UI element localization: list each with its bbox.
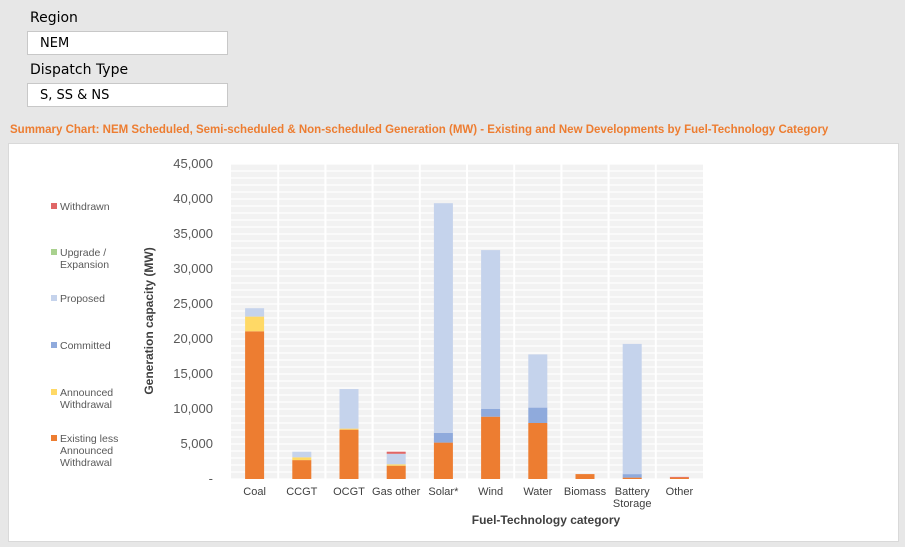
bar-segment-existing-less-announced-withdrawal [292, 460, 312, 479]
bar-segment-proposed [292, 451, 312, 458]
y-tick-label: 35,000 [173, 226, 213, 241]
bar-segment-committed [528, 407, 548, 423]
legend-swatch [51, 435, 57, 441]
bar-segment-proposed [528, 354, 548, 408]
bar-segment-existing-less-announced-withdrawal [339, 429, 359, 479]
region-label: Region [30, 10, 78, 26]
legend-swatch [51, 203, 57, 209]
y-tick-label: 20,000 [173, 331, 213, 346]
legend-item: Proposed [51, 293, 105, 305]
legend-item: Announced Withdrawal [51, 387, 113, 411]
y-tick-label: 10,000 [173, 401, 213, 416]
legend-item: Withdrawn [51, 201, 110, 213]
x-tick-label: Storage [613, 498, 652, 510]
legend-swatch [51, 249, 57, 255]
chart-panel: Existing less Announced Withdrawal Announce… [8, 143, 899, 542]
bar-segment-existing-less-announced-withdrawal [528, 423, 548, 479]
x-tick-label: Battery [615, 486, 650, 498]
bar-segment-proposed [339, 389, 359, 429]
bar-segment-announced-withdrawal [386, 464, 406, 466]
bar-segment-proposed [481, 250, 501, 409]
legend-swatch [51, 295, 57, 301]
bar-segment-existing-less-announced-withdrawal [245, 331, 265, 479]
bar-segment-existing-less-announced-withdrawal [433, 442, 453, 479]
bar-segment-withdrawn [386, 451, 406, 454]
x-tick-label: Solar* [428, 486, 459, 498]
bar-segment-committed [433, 432, 453, 443]
bar-segment-announced-withdrawal [292, 457, 312, 461]
y-tick-label: 30,000 [173, 261, 213, 276]
bar-segment-existing-less-announced-withdrawal [669, 477, 689, 479]
x-tick-label: Water [523, 486, 552, 498]
x-tick-label: Biomass [564, 486, 607, 498]
bar-chart: - 5,000 10,000 15,000 20,000 25,000 30,000 35,0… [142, 156, 703, 527]
bar-segment-existing-less-announced-withdrawal [575, 474, 595, 479]
y-tick-label: 25,000 [173, 296, 213, 311]
dispatch-type-label: Dispatch Type [30, 62, 129, 78]
x-tick-label: OCGT [333, 486, 365, 498]
y-tick-label: 45,000 [173, 156, 213, 171]
y-axis-title: Generation capacity (MW) [142, 247, 156, 394]
legend-item: Upgrade / Expansion [51, 247, 109, 271]
legend-swatch [51, 389, 57, 395]
x-tick-label: Wind [478, 486, 503, 498]
legend-item: Existing less Announced Withdrawal [51, 433, 118, 469]
legend-swatch [51, 342, 57, 348]
bar-segment-existing-less-announced-withdrawal [622, 477, 642, 479]
bar-segment-withdrawn [669, 476, 689, 478]
bar-segment-existing-less-announced-withdrawal [386, 465, 406, 479]
bar-segment-announced-withdrawal [339, 428, 359, 430]
y-tick-label: 5,000 [180, 436, 213, 451]
bar-segment-announced-withdrawal [245, 316, 265, 332]
bar-segment-proposed [386, 453, 406, 465]
x-tick-label: Coal [243, 486, 266, 498]
x-axis-title: Fuel-Technology category [472, 513, 621, 527]
x-tick-label: CCGT [286, 486, 317, 498]
y-tick-label: 15,000 [173, 366, 213, 381]
bar-segment-proposed [245, 308, 265, 317]
x-tick-label: Gas other [372, 486, 421, 498]
y-tick-label: 40,000 [173, 191, 213, 206]
chart-title: Summary Chart: NEM Scheduled, Semi-sched… [10, 124, 829, 136]
bar-segment-proposed [433, 203, 453, 433]
x-tick-label: Other [666, 486, 694, 498]
bar-segment-existing-less-announced-withdrawal [481, 416, 501, 479]
bar-segment-proposed [622, 343, 642, 475]
y-tick-label: - [209, 471, 213, 486]
dispatch-type-select[interactable]: S, SS & NS [27, 83, 228, 107]
legend-item: Committed [51, 340, 111, 352]
region-select[interactable]: NEM [27, 31, 228, 55]
bar-segment-committed [481, 409, 501, 417]
bar-segment-committed [622, 474, 642, 478]
